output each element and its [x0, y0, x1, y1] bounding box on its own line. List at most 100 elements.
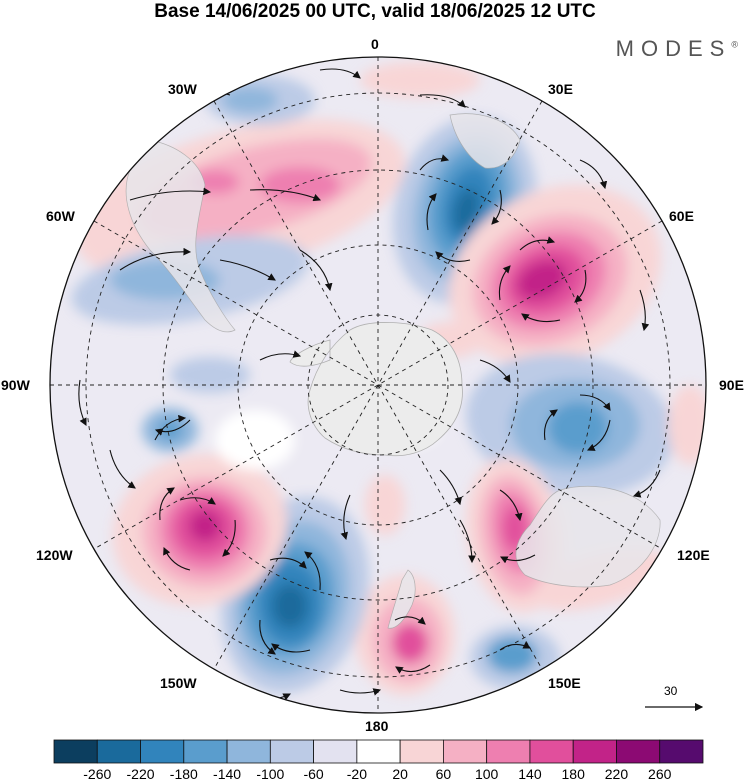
wind-vector [259, 350, 302, 361]
anomaly-pink-indian-peak [517, 260, 567, 300]
meridian-60w-120e [93, 220, 663, 550]
wind-vector [269, 557, 307, 569]
wind-vector [439, 469, 463, 506]
longitude-label-120e: 120E [677, 547, 710, 563]
wind-vector [163, 546, 191, 571]
australia-landmass [515, 485, 661, 588]
anomaly-pink-north-lobe [360, 62, 480, 98]
colorbar-swatch [616, 739, 661, 764]
colorbar-swatch [53, 739, 98, 764]
colorbar-tick-label: -140 [213, 766, 242, 782]
wind-vector [586, 419, 611, 451]
colorbar-tick-label: -220 [126, 766, 155, 782]
colorbar-swatch [572, 739, 617, 764]
anomaly-white-gap [215, 410, 295, 470]
map-border [49, 56, 707, 714]
graticule [50, 57, 706, 713]
wind-vector [435, 251, 471, 262]
anomaly-pink-tasman-core [392, 623, 428, 663]
wind-vector [579, 159, 608, 190]
wind-vector [498, 265, 511, 301]
wind-vector [519, 236, 556, 251]
colorbar-swatch [356, 739, 401, 764]
colorbar-swatch [486, 739, 531, 764]
anomaly-pink-west-band-peak [260, 167, 340, 203]
anomaly-pink-120w-peak [189, 510, 221, 542]
wind-vector [78, 379, 87, 426]
anomaly-blue-small-drake [170, 357, 250, 393]
colorbar-tick-label: 180 [561, 766, 585, 782]
colorbar-swatch [529, 739, 574, 764]
longitude-label-60w: 60W [46, 208, 75, 224]
latitude-circle-4 [85, 92, 671, 678]
wind-vector [499, 489, 523, 522]
colorbar-tick-label: 220 [604, 766, 629, 782]
brand-text: MODES [615, 36, 732, 61]
colorbar-tick-label: 140 [518, 766, 542, 782]
wind-vector [119, 247, 192, 271]
modes-logo: MODES® [616, 36, 738, 62]
wind-vector [249, 189, 322, 202]
anomaly-blue-pacific-peak [272, 584, 308, 628]
reference-vector-label: 30 [664, 684, 678, 698]
wind-vector [491, 189, 502, 225]
colorbar-tick-label: -20 [346, 766, 367, 782]
colorbar-tick-label: 260 [648, 766, 672, 782]
anomaly-blue-small-west-core [158, 420, 182, 440]
wind-vector [154, 414, 187, 441]
longitude-label-30w: 30W [168, 81, 197, 97]
anomaly-blue-se-low-core [487, 637, 537, 673]
wind-vector [259, 619, 276, 655]
wind-vector [500, 554, 536, 564]
colorbar-tick-label: -60 [303, 766, 324, 782]
wind-vector [395, 664, 431, 674]
longitude-label-90e: 90E [719, 377, 744, 393]
wind-vector [179, 497, 216, 505]
wind-vector [579, 394, 611, 411]
wind-vector [419, 94, 466, 108]
wind-vector [459, 519, 476, 564]
registered-mark: ® [731, 39, 738, 50]
wind-vector [109, 449, 136, 489]
wind-vector [499, 641, 531, 651]
colorbar-swatch [659, 739, 704, 764]
colorbar-swatch [399, 739, 444, 764]
longitude-label-180: 180 [365, 718, 389, 734]
longitude-label-150e: 150E [548, 675, 581, 691]
antarctica-continent [289, 322, 463, 457]
wind-vector [543, 409, 558, 441]
colorbar-tick-label: -100 [256, 766, 285, 782]
wind-vector [219, 259, 276, 281]
map-title: Base 14/06/2025 00 UTC, valid 18/06/2025… [154, 1, 596, 22]
anomaly-blue-indian-core [548, 402, 608, 454]
wind-vector [340, 494, 351, 541]
colorbar-swatch [313, 739, 358, 764]
wind-vector [394, 616, 426, 625]
wind-vector [304, 551, 321, 591]
wind-vector [319, 68, 361, 79]
colorbar-swatch [442, 739, 488, 764]
wind-vector [632, 469, 661, 498]
colorbar-tick-label: 20 [392, 766, 408, 782]
wind-vector [521, 313, 561, 323]
colorbar-swatch [183, 739, 228, 764]
longitude-label-120w: 120W [36, 547, 73, 563]
wind-vector [222, 519, 236, 557]
colorbar-tick-label: 60 [435, 766, 452, 782]
wind-vector [419, 154, 450, 171]
wind-vector [154, 419, 191, 436]
longitude-label-30e: 30E [548, 81, 573, 97]
wind-vectors [78, 68, 661, 701]
longitude-label-0: 0 [371, 36, 379, 52]
anomaly-pink-small-south [365, 475, 405, 535]
colorbar-tick-label: 100 [474, 766, 499, 782]
longitude-label-60e: 60E [669, 208, 694, 224]
wind-vector [299, 249, 333, 292]
wind-vector [339, 688, 382, 696]
anomaly-blue-north-core [222, 87, 278, 113]
meridian-60e-120w [93, 220, 663, 550]
wind-vector [271, 643, 311, 653]
longitude-label-90w: 90W [1, 377, 30, 393]
meridian-30e-150w [213, 100, 543, 670]
